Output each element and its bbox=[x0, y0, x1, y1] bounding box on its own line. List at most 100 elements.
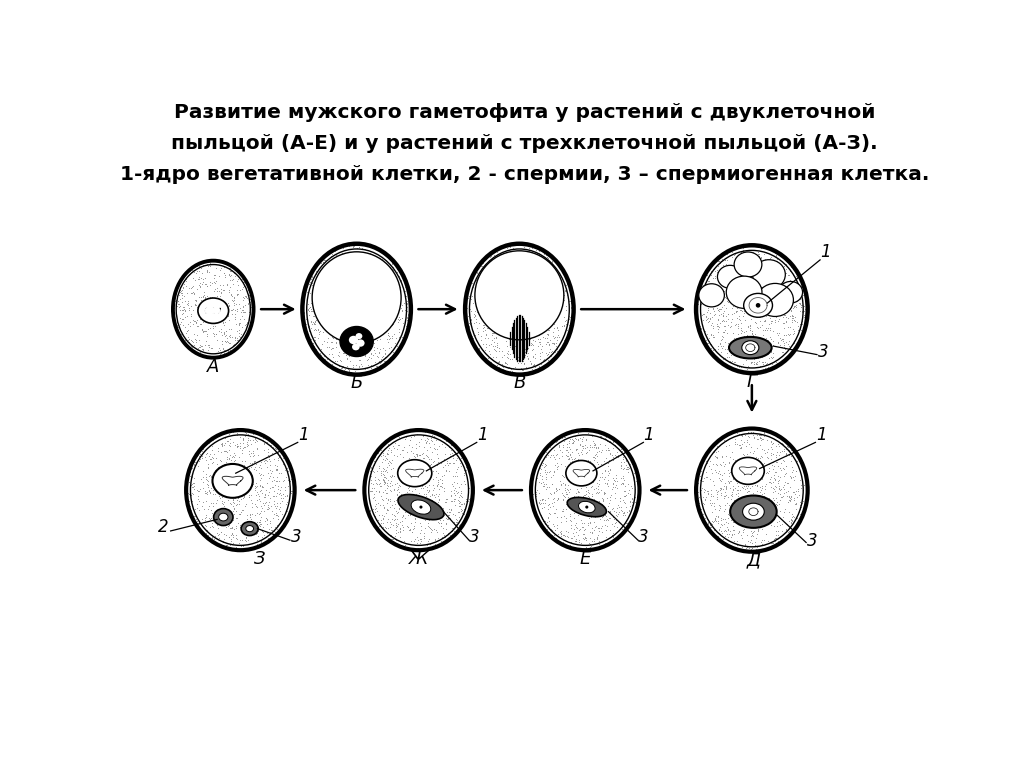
Point bbox=[750, 278, 766, 290]
Point bbox=[517, 323, 534, 335]
Point bbox=[755, 360, 771, 372]
Point bbox=[712, 281, 728, 294]
Point bbox=[453, 487, 469, 499]
Point bbox=[380, 438, 396, 450]
Point bbox=[376, 463, 392, 475]
Point bbox=[324, 361, 340, 374]
Point bbox=[750, 252, 766, 264]
Point bbox=[284, 502, 300, 515]
Point bbox=[211, 304, 227, 316]
Point bbox=[388, 513, 404, 525]
Point bbox=[421, 514, 437, 526]
Point bbox=[739, 515, 756, 527]
Point bbox=[236, 482, 252, 495]
Point bbox=[519, 263, 536, 275]
Point bbox=[517, 272, 534, 284]
Point bbox=[434, 476, 451, 489]
Point bbox=[223, 454, 240, 466]
Point bbox=[524, 271, 541, 283]
Point bbox=[467, 308, 483, 321]
Point bbox=[229, 517, 246, 529]
Point bbox=[224, 495, 241, 508]
Point bbox=[784, 449, 801, 462]
Point bbox=[605, 472, 622, 484]
Point bbox=[538, 280, 554, 292]
Point bbox=[780, 494, 797, 506]
Point bbox=[428, 479, 444, 491]
Point bbox=[327, 355, 343, 367]
Point bbox=[376, 478, 392, 490]
Point bbox=[769, 336, 785, 348]
Point bbox=[752, 321, 768, 333]
Point bbox=[342, 273, 358, 285]
Point bbox=[558, 278, 574, 291]
Point bbox=[197, 291, 213, 304]
Point bbox=[739, 252, 756, 264]
Point bbox=[479, 314, 496, 326]
Point bbox=[774, 510, 791, 522]
Point bbox=[719, 497, 735, 509]
Point bbox=[489, 256, 506, 268]
Point bbox=[535, 511, 551, 523]
Point bbox=[339, 328, 355, 340]
Point bbox=[574, 435, 591, 447]
Point bbox=[458, 509, 474, 522]
Point bbox=[312, 325, 329, 337]
Point bbox=[389, 488, 406, 500]
Point bbox=[558, 486, 574, 498]
Point bbox=[241, 314, 257, 327]
Point bbox=[258, 495, 274, 508]
Point bbox=[342, 288, 358, 301]
Point bbox=[392, 469, 409, 481]
Point bbox=[780, 525, 797, 537]
Point bbox=[339, 353, 355, 365]
Point bbox=[561, 514, 578, 526]
Point bbox=[390, 506, 407, 518]
Point bbox=[374, 493, 390, 505]
Point bbox=[434, 527, 451, 539]
Point bbox=[332, 354, 348, 366]
Point bbox=[227, 505, 244, 517]
Point bbox=[390, 312, 407, 324]
Point bbox=[757, 315, 773, 328]
Point bbox=[724, 272, 740, 284]
Point bbox=[227, 544, 244, 556]
Point bbox=[272, 449, 289, 461]
Point bbox=[515, 355, 531, 367]
Point bbox=[743, 529, 760, 542]
Point bbox=[560, 495, 577, 507]
Point bbox=[339, 351, 355, 364]
Point bbox=[447, 493, 464, 505]
Point bbox=[197, 451, 213, 463]
Point bbox=[756, 346, 772, 358]
Point bbox=[378, 453, 394, 465]
Point bbox=[779, 495, 796, 508]
Point bbox=[582, 526, 598, 538]
Point bbox=[734, 274, 751, 286]
Point bbox=[536, 331, 552, 343]
Point bbox=[502, 318, 518, 330]
Point bbox=[771, 498, 787, 510]
Point bbox=[221, 472, 238, 485]
Point bbox=[751, 334, 767, 347]
Point bbox=[495, 266, 511, 278]
Point bbox=[245, 446, 261, 458]
Point bbox=[748, 252, 764, 264]
Point bbox=[380, 522, 396, 534]
Point bbox=[220, 466, 237, 479]
Point bbox=[744, 269, 761, 281]
Point bbox=[225, 477, 242, 489]
Point bbox=[356, 291, 373, 304]
Point bbox=[268, 446, 285, 459]
Point bbox=[484, 293, 501, 305]
Point bbox=[745, 517, 762, 529]
Point bbox=[594, 492, 610, 504]
Point bbox=[749, 479, 765, 491]
Point bbox=[463, 305, 479, 318]
Point bbox=[195, 326, 211, 338]
Point bbox=[174, 286, 190, 298]
Point bbox=[391, 430, 408, 442]
Point bbox=[516, 347, 532, 360]
Point bbox=[555, 477, 571, 489]
Point bbox=[228, 426, 245, 439]
